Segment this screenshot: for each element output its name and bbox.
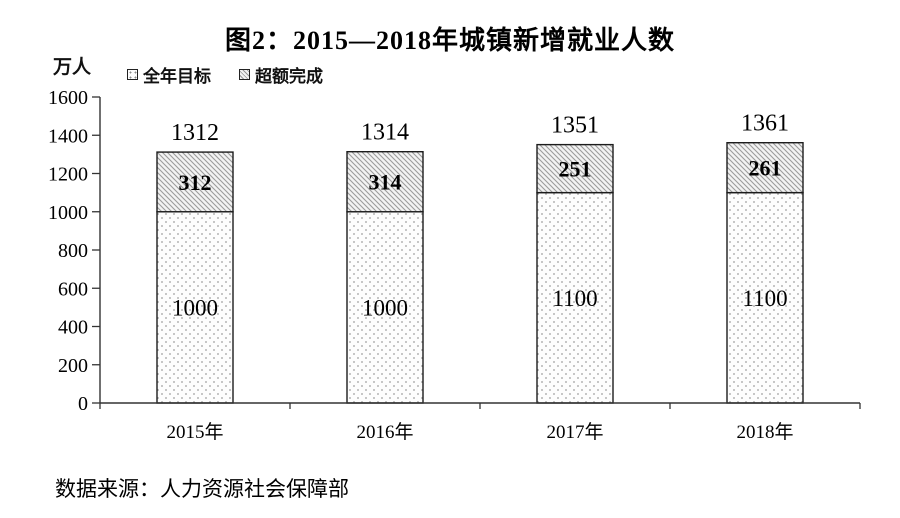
bar-segment-exceeded-2018年: [726, 142, 804, 194]
x-category-label: 2017年: [546, 421, 603, 443]
bar-segment-target-2015年: [156, 211, 234, 404]
target-value-label: 1100: [552, 286, 597, 311]
y-tick-label: 1400: [48, 125, 88, 147]
exceeded-value-label: 251: [559, 157, 592, 182]
hatch-square-icon: [239, 69, 250, 80]
labels-layer: 1312 312 1000 2015年 1314 314 1000 2016年 1351 251 1…: [48, 87, 794, 443]
y-tick-label: 1200: [48, 164, 88, 186]
y-tick-label: 800: [58, 240, 88, 262]
target-value-label: 1100: [742, 286, 787, 311]
bar-segment-exceeded-2015年: [156, 151, 234, 213]
legend-label-exceeded: 超额完成: [255, 67, 323, 86]
bars-layer: [156, 142, 804, 404]
x-category-label: 2016年: [356, 421, 413, 443]
data-source-note: 数据来源：人力资源社会保障部: [55, 478, 349, 501]
axes-layer: [92, 96, 861, 409]
chart-title: 图2：2015—2018年城镇新增就业人数: [224, 26, 675, 55]
y-tick-label: 400: [58, 317, 88, 339]
total-value-label: 1361: [741, 111, 789, 137]
total-value-label: 1312: [171, 120, 219, 146]
y-tick-label: 1600: [48, 87, 88, 109]
y-tick-label: 1000: [48, 202, 88, 224]
bar-segment-target-2018年: [726, 191, 804, 404]
target-value-label: 1000: [172, 295, 218, 320]
y-axis-unit-label: 万人: [53, 57, 92, 78]
exceeded-value-label: 314: [369, 170, 402, 195]
y-tick-label: 200: [58, 355, 88, 377]
bar-segment-exceeded-2016年: [346, 150, 424, 213]
target-value-label: 1000: [362, 295, 408, 320]
x-category-label: 2015年: [166, 421, 223, 443]
total-value-label: 1314: [361, 120, 409, 146]
legend-label-target: 全年目标: [143, 67, 211, 86]
legend-item-target: 全年目标: [127, 62, 211, 87]
x-category-label: 2018年: [736, 421, 793, 443]
bar-segment-target-2017年: [536, 191, 614, 404]
bar-segment-exceeded-2017年: [536, 143, 614, 194]
y-tick-label: 600: [58, 278, 88, 300]
y-tick-label: 0: [78, 393, 88, 415]
legend-item-exceeded: 超额完成: [239, 62, 323, 87]
legend: 全年目标 超额完成: [127, 62, 323, 87]
dots-square-icon: [127, 69, 138, 80]
exceeded-value-label: 261: [749, 156, 782, 181]
exceeded-value-label: 312: [179, 170, 212, 195]
total-value-label: 1351: [551, 113, 599, 139]
